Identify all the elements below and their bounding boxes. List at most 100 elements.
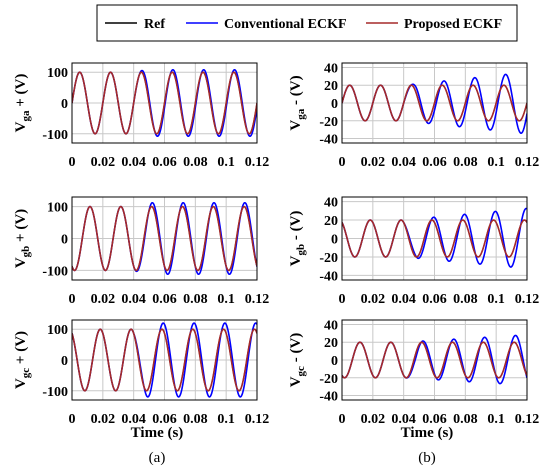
xtick-label: 0.04 [391,155,416,170]
series-proposed [72,71,257,135]
ytick-label: 0 [61,97,68,112]
xtick-label: 0.02 [91,412,116,427]
xtick-label: 0.1 [217,412,235,427]
xtick-label: 0.04 [121,292,146,307]
ytick-label: 20 [324,336,338,351]
caption-b: (b) [418,450,436,466]
ytick-label: -20 [319,251,338,266]
panel-vgb-neg: 0 0.02 0.04 0.06 0.08 0.1 0.12 40 20 0 -20 -40 Vgb -… [288,196,539,307]
ytick-label: -20 [319,372,338,387]
ytick-label: 20 [324,214,338,229]
xtick-label: 0.06 [152,412,177,427]
xtick-label: 0.04 [121,412,146,427]
legend-label-ref: Ref [144,17,165,32]
ylabel-vgb-neg: Vgb - (V) [288,211,307,267]
axes-frame [71,62,258,144]
ytick-label: 40 [324,196,338,211]
xtick-label: 0 [69,292,76,307]
xtick-label: 0.02 [91,155,116,170]
axes-frame [71,319,258,401]
xtick-label: 0.04 [121,155,146,170]
xtick-label: 0.12 [515,292,540,307]
legend-box [96,4,518,42]
xtick-label: 0.06 [422,155,447,170]
xtick-label: 0.1 [217,292,235,307]
series-proposed [342,341,527,379]
xtick-label: 0.12 [245,155,270,170]
legend-label-proposed: Proposed ECKF [404,17,502,32]
xtick-label: 0.1 [487,412,505,427]
ytick-label: -40 [319,269,338,284]
xtick-label: 0.12 [515,412,540,427]
curves-vga-neg [342,73,527,135]
ytick-label: -20 [319,115,338,130]
ytick-label: 0 [331,354,338,369]
xtick-label: 0.08 [453,292,478,307]
curves-vga-pos [72,68,257,138]
xtick-label: 0.08 [453,412,478,427]
series-proposed [342,84,527,122]
xtick-label: 0 [339,155,346,170]
curves-vgc-neg [342,334,527,385]
series-proposed [342,219,527,258]
ylabel-vgc-neg: Vgc - (V) [288,333,307,388]
ytick-label: -100 [42,264,68,279]
series-proposed [72,328,257,392]
axes-frame [341,62,528,144]
curves-vgb-pos [72,201,257,276]
xtick-label: 0.08 [453,155,478,170]
legend: Ref Conventional ECKF Proposed ECKF [96,4,518,42]
ytick-label: 0 [331,97,338,112]
ytick-label: -100 [42,385,68,400]
xlabel-right: Time (s) [401,425,454,441]
ytick-label: 0 [331,233,338,248]
xtick-label: 0.08 [183,292,208,307]
axes-frame [341,319,528,401]
xlabel-left: Time (s) [131,425,184,441]
xtick-label: 0.02 [361,155,386,170]
ytick-label: 40 [324,61,338,76]
ytick-label: 40 [324,318,338,333]
xtick-label: 0.02 [91,292,116,307]
ytick-label: -100 [42,128,68,143]
caption-a: (a) [149,450,166,466]
xtick-label: 0 [339,292,346,307]
ylabel-vga-pos: Vga + (V) [13,74,32,133]
ylabel-vgc-pos: Vgc + (V) [13,331,32,389]
xtick-label: 0.1 [487,292,505,307]
ytick-label: -40 [319,133,338,148]
ytick-label: -40 [319,390,338,405]
xtick-label: 0.06 [152,292,177,307]
curves-vgc-pos [72,322,257,398]
xtick-label: 0.12 [245,412,270,427]
xtick-label: 0.1 [487,155,505,170]
xtick-label: 0.06 [422,292,447,307]
ytick-label: 100 [47,66,68,81]
xtick-label: 0.12 [515,155,540,170]
ytick-label: 0 [61,233,68,248]
xtick-label: 0.08 [183,412,208,427]
curves-vgb-neg [342,207,527,268]
xtick-label: 0.06 [152,155,177,170]
panel-vgc-neg: 0 0.02 0.04 0.06 0.08 0.1 0.12 40 20 0 -20 -40 Vgc -… [288,318,539,427]
xtick-label: 0.04 [391,292,416,307]
panel-vga-neg: 0 0.02 0.04 0.06 0.08 0.1 0.12 40 20 0 -20 -40 Vga -… [288,61,539,170]
xtick-label: 0.12 [245,292,270,307]
xtick-label: 0.02 [361,292,386,307]
axes-frame [341,196,528,281]
ytick-label: 100 [47,323,68,338]
legend-label-conventional: Conventional ECKF [224,17,347,32]
xtick-label: 0 [339,412,346,427]
series-proposed [72,205,257,272]
ylabel-vga-neg: Vga - (V) [288,75,307,130]
ytick-label: 20 [324,79,338,94]
xtick-label: 0.02 [361,412,386,427]
xtick-label: 0.1 [217,155,235,170]
xtick-label: 0.04 [391,412,416,427]
ytick-label: 0 [61,354,68,369]
